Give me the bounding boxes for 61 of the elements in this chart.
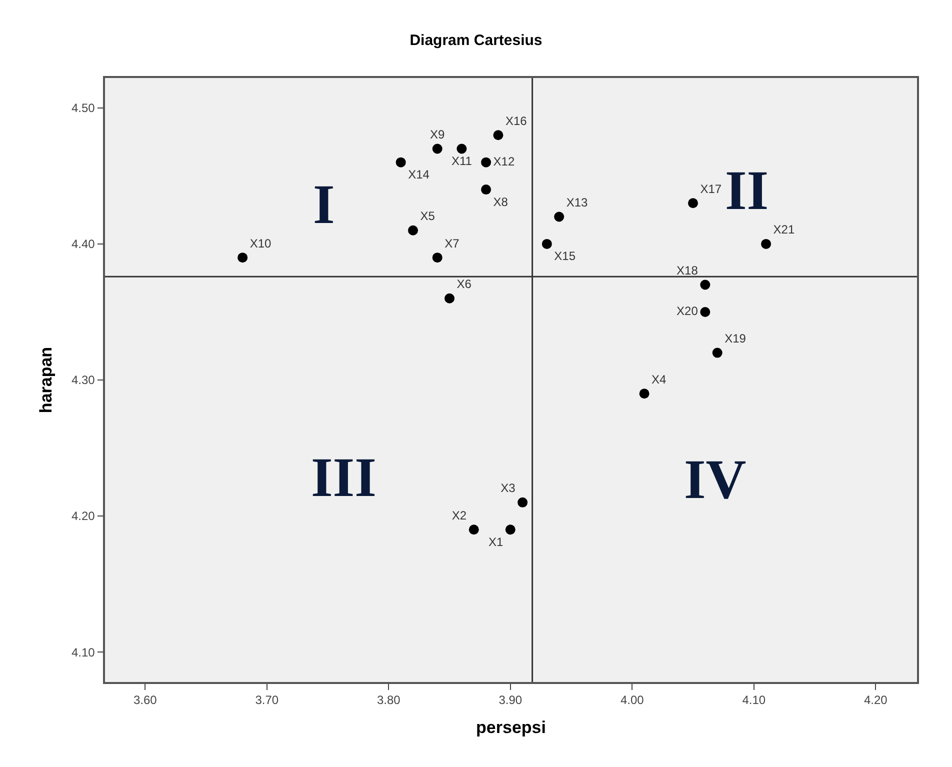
point bbox=[700, 306, 710, 317]
point bbox=[554, 212, 564, 222]
data-label: X18 bbox=[676, 264, 698, 278]
data-label: X16 bbox=[505, 114, 528, 128]
data-label: X13 bbox=[566, 196, 588, 210]
y-tick-label: 4.20 bbox=[71, 509, 96, 524]
point bbox=[468, 524, 479, 535]
data-label: X6 bbox=[456, 277, 472, 292]
y-tick-label: 4.50 bbox=[71, 101, 96, 116]
chart-title: Diagram Cartesius bbox=[410, 32, 542, 50]
x-tick-label: 4.10 bbox=[742, 693, 766, 708]
data-label: X15 bbox=[554, 249, 576, 264]
x-axis-title: persepsi bbox=[476, 718, 546, 738]
x-tick-label: 3.70 bbox=[255, 693, 279, 708]
point bbox=[518, 497, 528, 508]
point bbox=[493, 130, 504, 140]
y-tick-label: 4.10 bbox=[71, 645, 96, 660]
point bbox=[408, 225, 418, 236]
data-label: X1 bbox=[488, 534, 504, 549]
point bbox=[456, 144, 467, 154]
data-label: X20 bbox=[676, 304, 698, 318]
point bbox=[505, 524, 516, 535]
point bbox=[761, 238, 772, 249]
annotation: III bbox=[311, 447, 376, 509]
annotation: I bbox=[313, 174, 335, 236]
data-label: X19 bbox=[724, 332, 746, 346]
point bbox=[700, 280, 710, 290]
data-label: X7 bbox=[444, 236, 460, 250]
x-tick-label: 3.60 bbox=[133, 693, 158, 708]
data-label: X12 bbox=[493, 154, 515, 168]
y-axis-title: harapan bbox=[36, 346, 56, 414]
point bbox=[688, 198, 698, 208]
x-tick-label: 3.90 bbox=[498, 693, 522, 708]
point bbox=[542, 238, 552, 249]
data-label: X5 bbox=[420, 209, 436, 224]
y-tick-label: 4.30 bbox=[71, 373, 96, 388]
point bbox=[432, 252, 442, 263]
data-label: X10 bbox=[250, 236, 272, 250]
point bbox=[639, 388, 650, 399]
x-tick-label: 3.80 bbox=[376, 693, 401, 708]
x-tick-label: 4.00 bbox=[620, 693, 644, 708]
data-label: X9 bbox=[430, 127, 446, 142]
point bbox=[481, 184, 492, 195]
data-label: X4 bbox=[652, 372, 667, 386]
point bbox=[396, 157, 406, 168]
point bbox=[238, 252, 248, 263]
point bbox=[444, 293, 455, 304]
annotation: II bbox=[725, 160, 769, 222]
data-label: X11 bbox=[451, 154, 472, 168]
annotation: IV bbox=[684, 449, 746, 511]
data-label: X2 bbox=[452, 508, 467, 522]
data-label: X3 bbox=[500, 481, 516, 496]
data-label: X14 bbox=[408, 168, 430, 182]
point bbox=[712, 348, 722, 358]
point bbox=[481, 157, 492, 168]
x-tick-label: 4.20 bbox=[864, 693, 888, 708]
data-label: X21 bbox=[773, 222, 795, 237]
data-label: X8 bbox=[493, 194, 508, 209]
point bbox=[432, 144, 442, 154]
data-label: X17 bbox=[700, 182, 722, 196]
y-tick-label: 4.40 bbox=[71, 237, 96, 252]
